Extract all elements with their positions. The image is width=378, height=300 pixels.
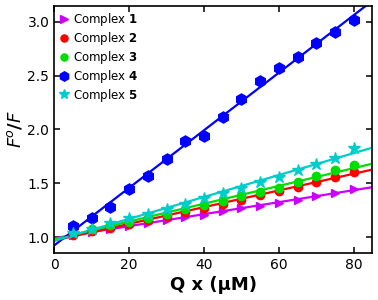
Legend: Complex $\bf{1}$, Complex $\bf{2}$, Complex $\bf{3}$, Complex $\bf{4}$, Complex : Complex $\bf{1}$, Complex $\bf{2}$, Comp…: [58, 9, 141, 106]
X-axis label: Q x (μM): Q x (μM): [170, 276, 257, 294]
Y-axis label: $\mathit{F}$$^o$/$\mathit{F}$: $\mathit{F}$$^o$/$\mathit{F}$: [6, 110, 25, 148]
